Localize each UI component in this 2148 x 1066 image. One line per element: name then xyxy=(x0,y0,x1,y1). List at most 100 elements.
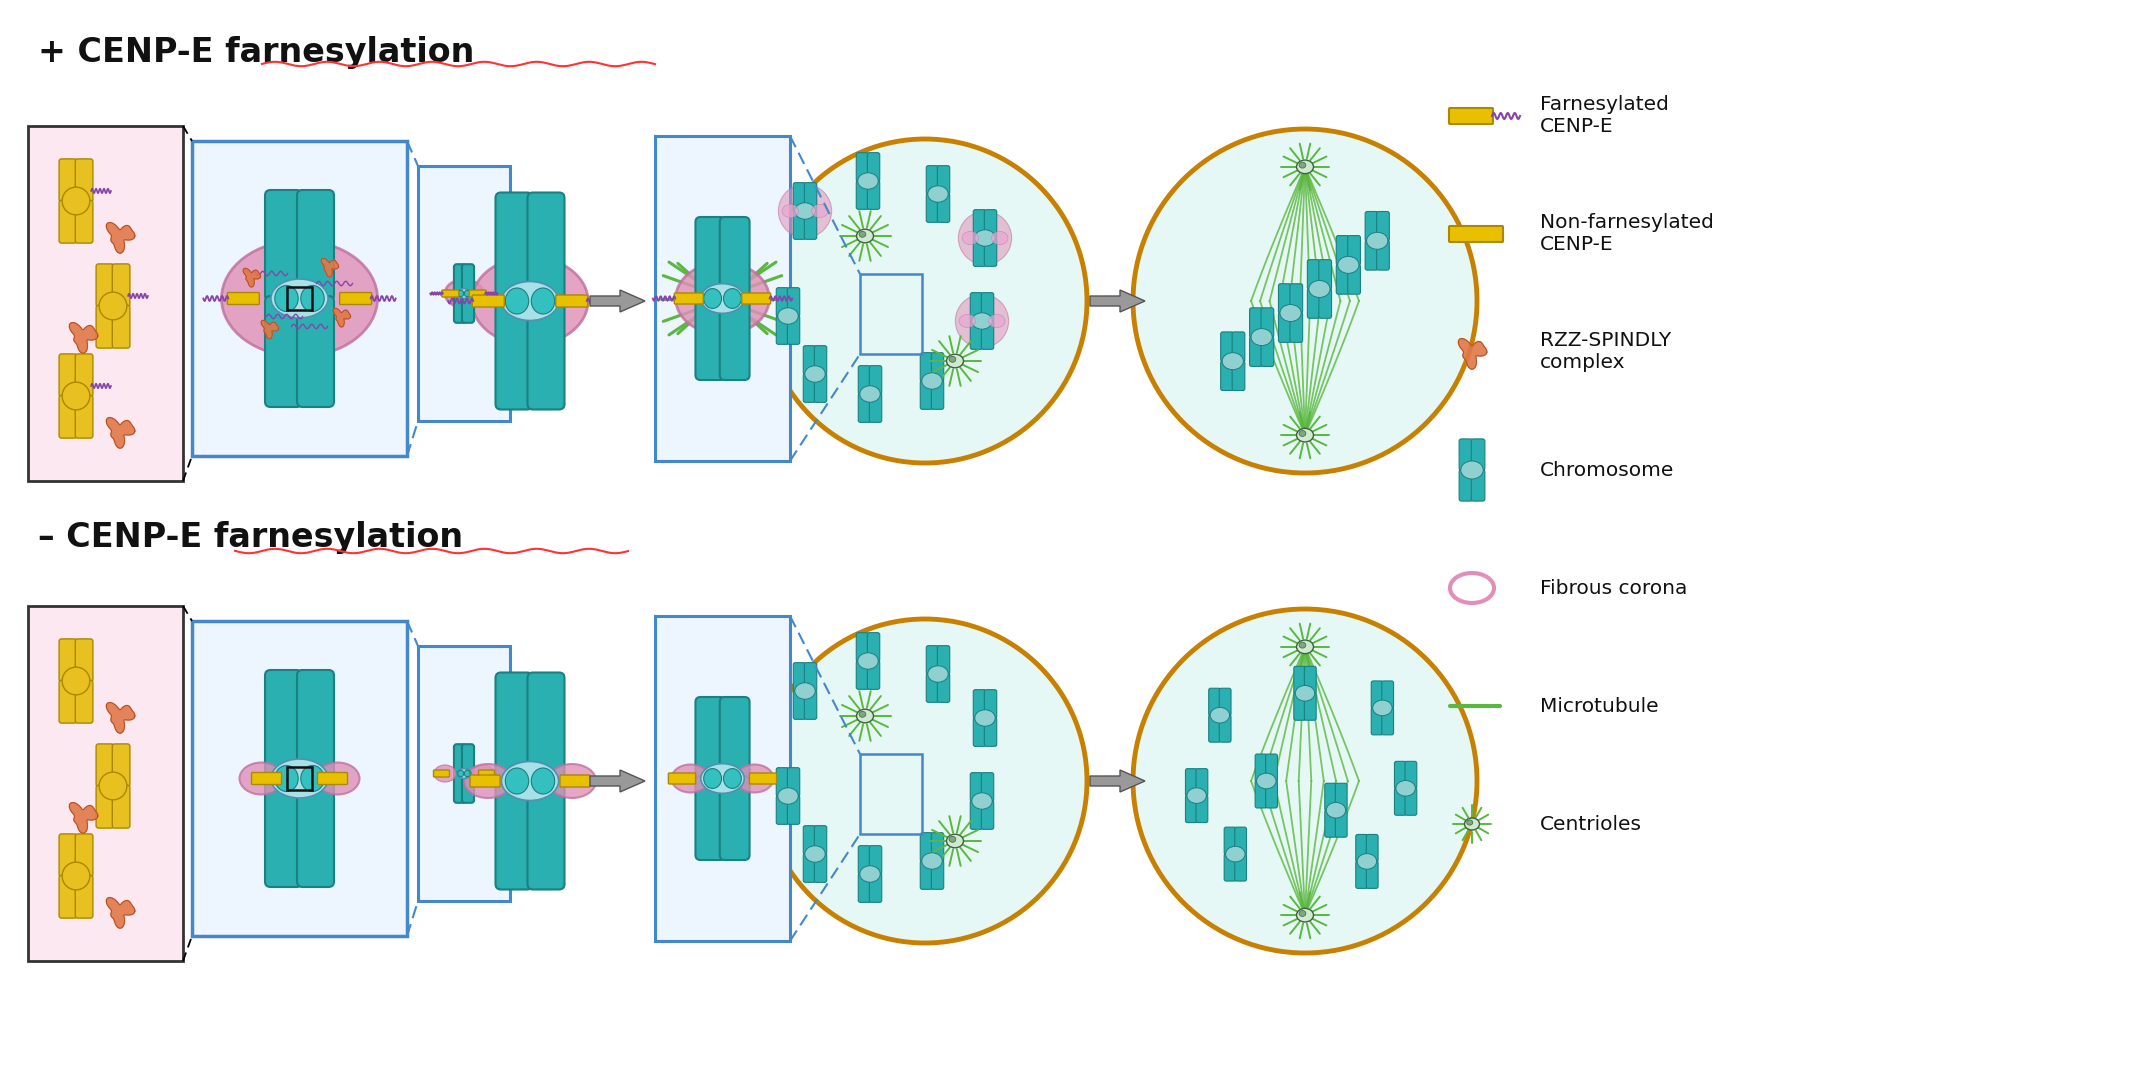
FancyBboxPatch shape xyxy=(1394,788,1407,815)
FancyBboxPatch shape xyxy=(453,264,466,295)
FancyBboxPatch shape xyxy=(75,639,92,681)
FancyBboxPatch shape xyxy=(496,673,533,784)
FancyBboxPatch shape xyxy=(191,621,406,936)
FancyBboxPatch shape xyxy=(1224,854,1235,882)
FancyBboxPatch shape xyxy=(1235,827,1246,855)
FancyBboxPatch shape xyxy=(1220,360,1233,390)
FancyBboxPatch shape xyxy=(442,290,460,297)
FancyBboxPatch shape xyxy=(528,193,565,304)
FancyBboxPatch shape xyxy=(926,165,939,194)
FancyBboxPatch shape xyxy=(1381,708,1394,734)
FancyBboxPatch shape xyxy=(75,395,92,438)
Polygon shape xyxy=(322,258,339,277)
FancyBboxPatch shape xyxy=(926,646,939,675)
Ellipse shape xyxy=(1396,780,1416,796)
Ellipse shape xyxy=(857,652,879,669)
FancyBboxPatch shape xyxy=(60,159,77,201)
FancyBboxPatch shape xyxy=(528,673,565,784)
FancyBboxPatch shape xyxy=(1293,693,1306,721)
FancyBboxPatch shape xyxy=(720,776,750,860)
FancyBboxPatch shape xyxy=(814,826,827,855)
FancyBboxPatch shape xyxy=(296,296,333,407)
FancyBboxPatch shape xyxy=(1291,284,1302,313)
FancyBboxPatch shape xyxy=(1254,780,1267,808)
FancyArrow shape xyxy=(1089,770,1145,792)
Ellipse shape xyxy=(458,771,464,777)
FancyBboxPatch shape xyxy=(932,353,943,382)
FancyBboxPatch shape xyxy=(857,632,868,662)
FancyBboxPatch shape xyxy=(453,744,466,775)
FancyBboxPatch shape xyxy=(788,316,799,344)
Ellipse shape xyxy=(1132,609,1478,953)
FancyBboxPatch shape xyxy=(434,770,449,777)
Ellipse shape xyxy=(928,666,947,682)
FancyBboxPatch shape xyxy=(1261,308,1274,338)
FancyBboxPatch shape xyxy=(453,772,466,803)
FancyBboxPatch shape xyxy=(1224,827,1235,855)
FancyBboxPatch shape xyxy=(470,775,500,787)
FancyBboxPatch shape xyxy=(296,671,333,781)
Ellipse shape xyxy=(778,788,799,804)
FancyBboxPatch shape xyxy=(75,354,92,397)
Ellipse shape xyxy=(949,356,956,362)
Ellipse shape xyxy=(971,793,992,809)
Ellipse shape xyxy=(735,764,773,792)
FancyBboxPatch shape xyxy=(97,264,114,307)
Ellipse shape xyxy=(700,284,743,313)
FancyBboxPatch shape xyxy=(803,663,816,692)
FancyBboxPatch shape xyxy=(674,293,702,304)
Ellipse shape xyxy=(62,188,90,215)
FancyBboxPatch shape xyxy=(696,296,726,379)
FancyBboxPatch shape xyxy=(870,845,881,874)
FancyBboxPatch shape xyxy=(496,778,533,889)
FancyBboxPatch shape xyxy=(97,744,114,787)
FancyBboxPatch shape xyxy=(296,190,333,301)
Ellipse shape xyxy=(857,229,874,243)
FancyBboxPatch shape xyxy=(1336,236,1349,265)
Ellipse shape xyxy=(505,288,528,314)
FancyBboxPatch shape xyxy=(803,182,816,211)
FancyBboxPatch shape xyxy=(868,152,881,181)
Polygon shape xyxy=(333,308,350,327)
Ellipse shape xyxy=(778,184,831,238)
FancyBboxPatch shape xyxy=(1261,337,1274,367)
FancyBboxPatch shape xyxy=(696,217,726,301)
Ellipse shape xyxy=(458,769,470,778)
Polygon shape xyxy=(105,223,135,254)
FancyBboxPatch shape xyxy=(1186,795,1196,823)
Ellipse shape xyxy=(971,312,992,329)
FancyBboxPatch shape xyxy=(793,211,806,240)
Ellipse shape xyxy=(859,231,866,238)
FancyBboxPatch shape xyxy=(984,690,997,718)
Ellipse shape xyxy=(700,763,743,793)
FancyBboxPatch shape xyxy=(926,194,939,223)
Ellipse shape xyxy=(458,289,470,298)
Ellipse shape xyxy=(275,286,299,311)
Polygon shape xyxy=(262,320,279,339)
FancyBboxPatch shape xyxy=(339,292,372,305)
Ellipse shape xyxy=(271,759,329,798)
Ellipse shape xyxy=(812,205,827,217)
Polygon shape xyxy=(105,702,135,733)
FancyBboxPatch shape xyxy=(1450,226,1504,242)
Ellipse shape xyxy=(62,382,90,409)
FancyBboxPatch shape xyxy=(1336,264,1349,294)
Ellipse shape xyxy=(724,769,741,789)
Ellipse shape xyxy=(62,862,90,890)
Ellipse shape xyxy=(301,286,324,311)
FancyBboxPatch shape xyxy=(982,773,995,802)
FancyBboxPatch shape xyxy=(556,295,589,307)
Ellipse shape xyxy=(795,683,816,699)
FancyBboxPatch shape xyxy=(919,381,932,409)
FancyBboxPatch shape xyxy=(1325,784,1336,810)
FancyBboxPatch shape xyxy=(803,345,816,374)
FancyBboxPatch shape xyxy=(462,772,475,803)
Ellipse shape xyxy=(531,768,554,794)
Ellipse shape xyxy=(677,262,769,335)
FancyBboxPatch shape xyxy=(919,353,932,382)
FancyBboxPatch shape xyxy=(814,854,827,883)
Ellipse shape xyxy=(1366,232,1388,249)
FancyBboxPatch shape xyxy=(971,321,982,350)
FancyBboxPatch shape xyxy=(28,126,183,481)
FancyBboxPatch shape xyxy=(1278,312,1291,342)
